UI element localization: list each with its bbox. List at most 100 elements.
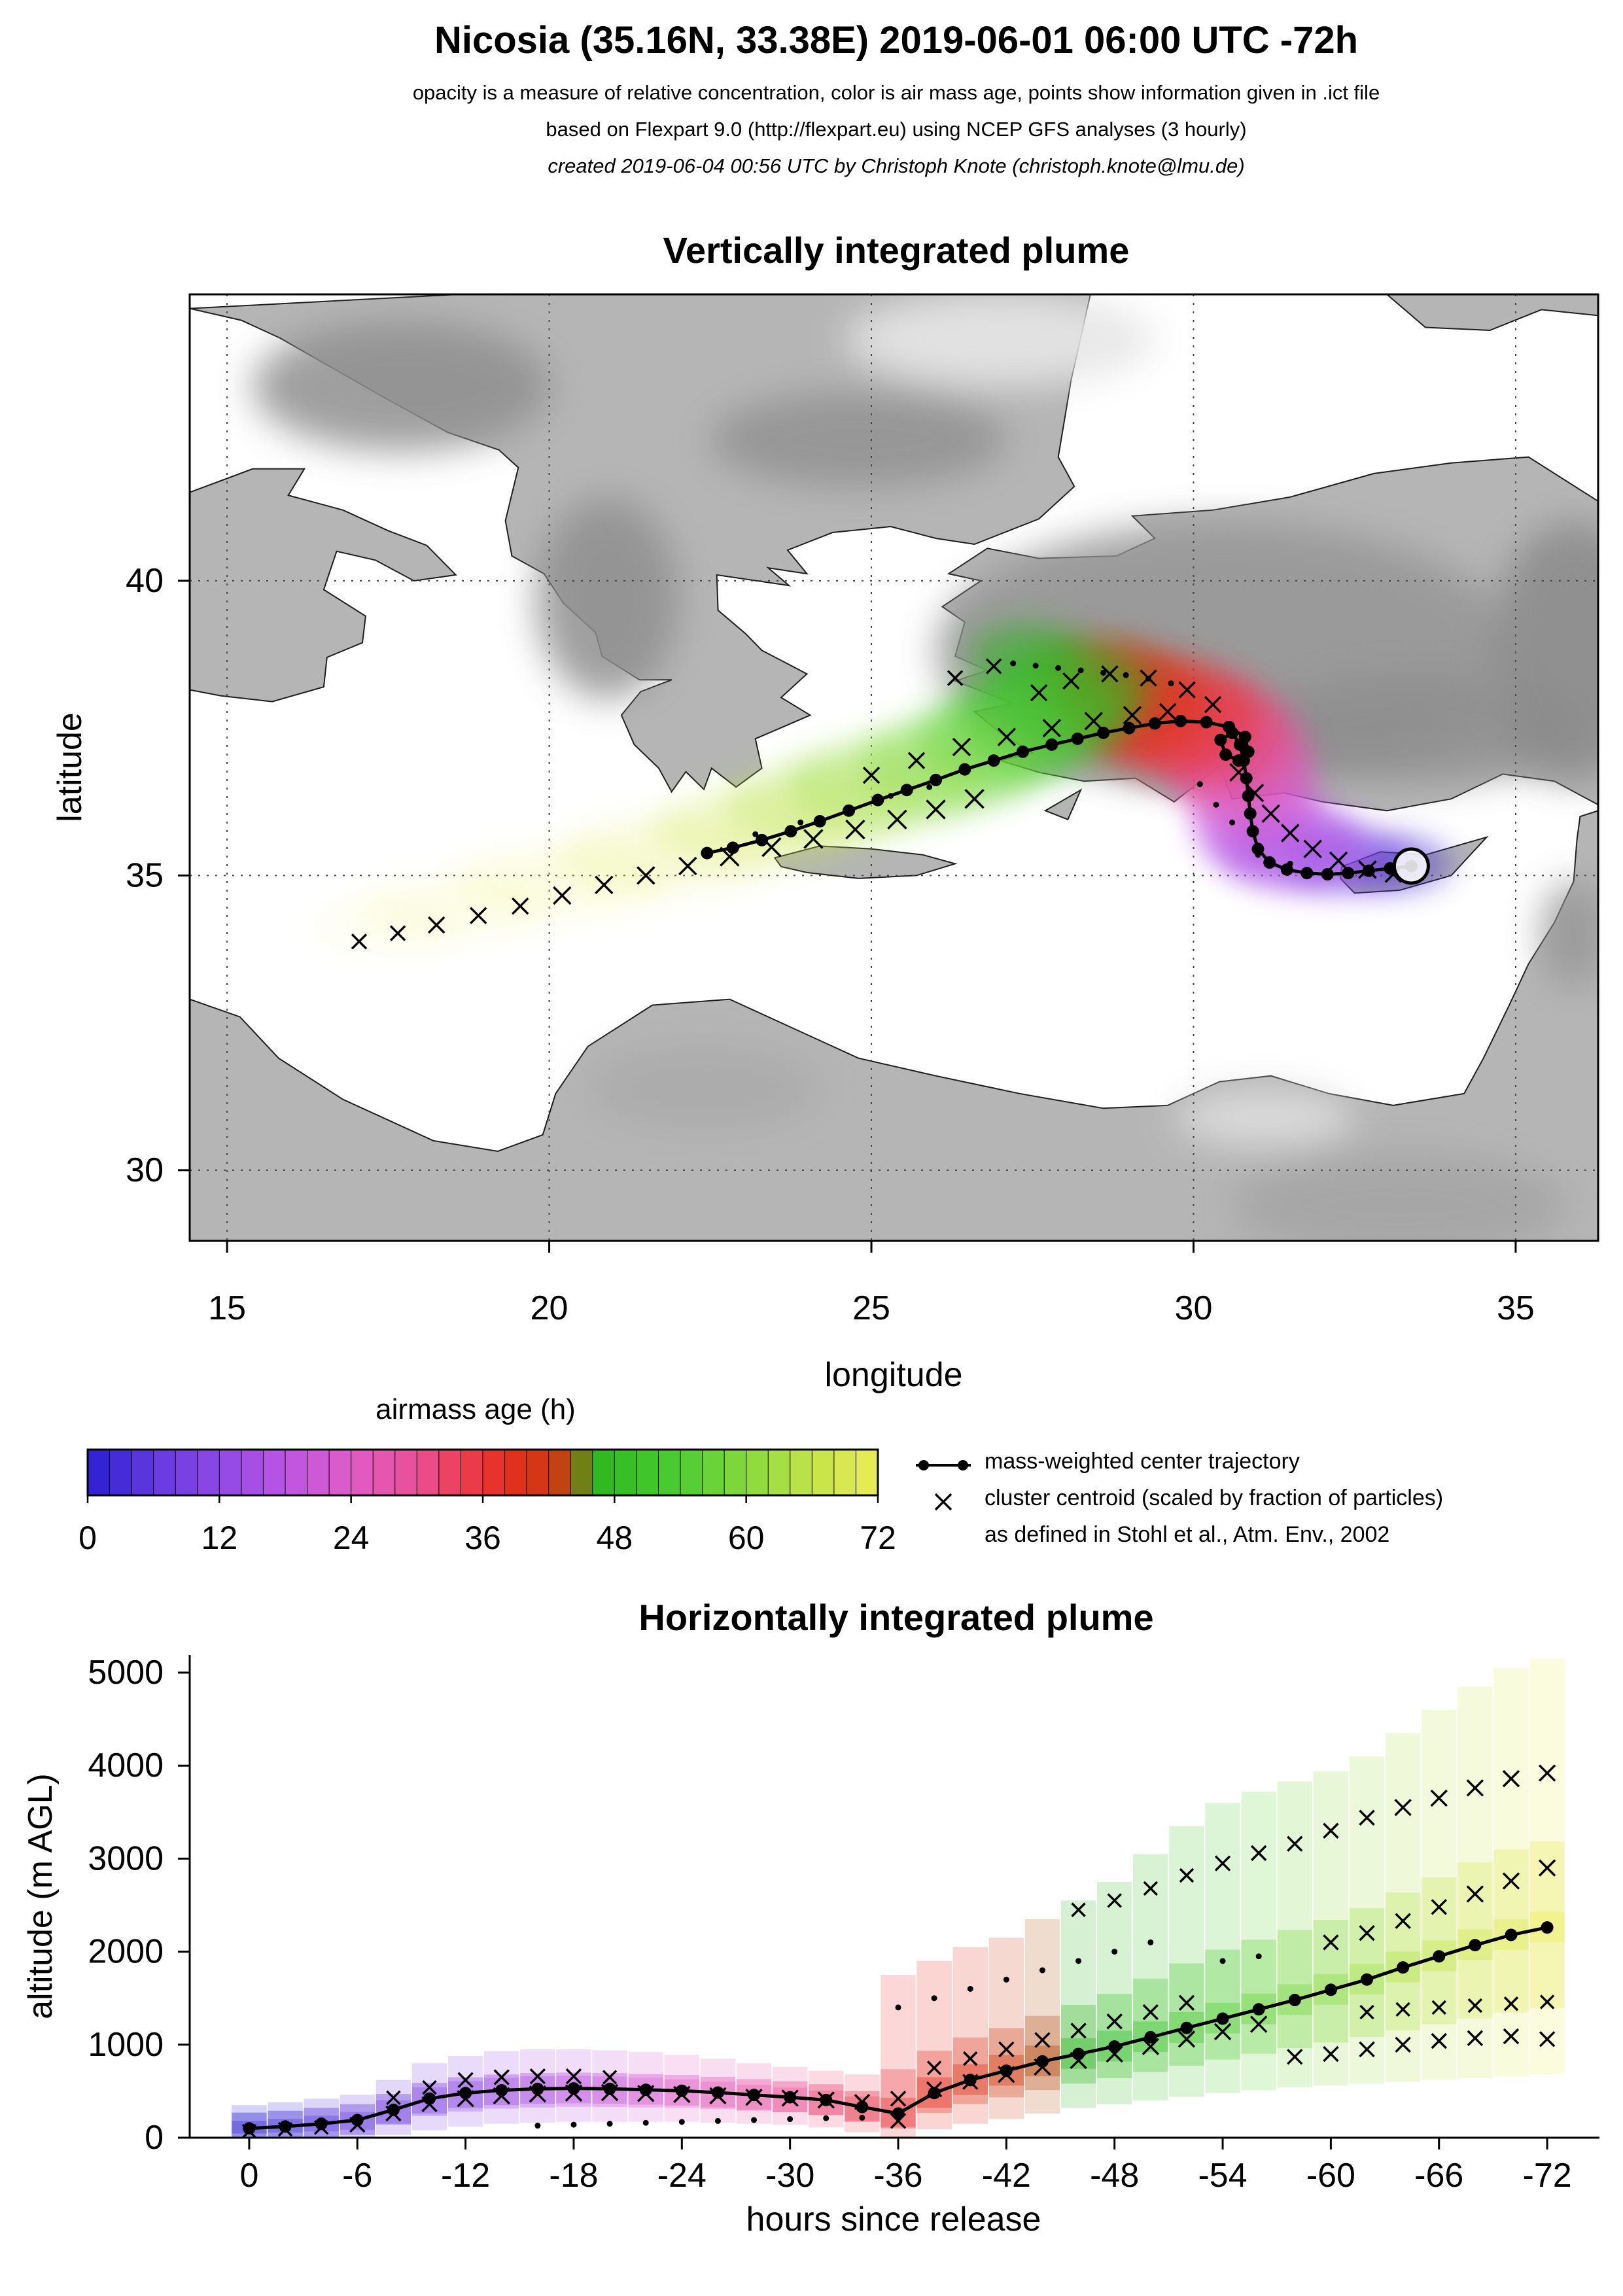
colorbar-cell bbox=[438, 1449, 462, 1496]
trajectory-point bbox=[748, 2089, 761, 2102]
profile-x-tick-label: 0 bbox=[239, 2157, 258, 2195]
trail-dot bbox=[1003, 1976, 1009, 1983]
cluster-centroid-marker bbox=[1466, 1779, 1484, 1797]
map-x-tick-label: 15 bbox=[208, 1289, 246, 1327]
cluster-centroid-marker bbox=[1431, 2000, 1446, 2015]
cluster-centroid-marker bbox=[1062, 672, 1080, 690]
trail-dot bbox=[1123, 672, 1129, 678]
trajectory-point bbox=[1144, 2030, 1157, 2044]
cluster-centroid-marker bbox=[1502, 1872, 1520, 1890]
trail-dot bbox=[1077, 667, 1084, 674]
cluster-centroid-marker bbox=[1101, 665, 1119, 683]
cluster-centroid-marker bbox=[602, 2070, 618, 2085]
trajectory-point bbox=[1541, 1921, 1554, 1934]
trail-dot bbox=[751, 2117, 758, 2123]
colorbar-tick-label: 36 bbox=[464, 1520, 501, 1556]
trajectory-point bbox=[756, 833, 769, 846]
cluster-centroid-marker bbox=[845, 819, 865, 840]
cluster-centroid-marker bbox=[887, 809, 907, 829]
trail-dot bbox=[967, 1985, 973, 1992]
colorbar-cell bbox=[724, 1449, 747, 1496]
colorbar-cell bbox=[372, 1449, 396, 1496]
colorbar-cell bbox=[680, 1449, 703, 1496]
colorbar-tick-label: 48 bbox=[597, 1520, 633, 1556]
plume-column bbox=[1241, 1792, 1276, 2091]
cluster-centroid-marker bbox=[1159, 703, 1177, 721]
plume-column bbox=[1457, 1686, 1493, 2078]
trajectory-point bbox=[1148, 717, 1161, 730]
trajectory-point bbox=[1300, 867, 1314, 880]
trajectory-point bbox=[1433, 1950, 1446, 1963]
trajectory-point bbox=[1238, 731, 1251, 744]
cluster-centroid-marker bbox=[862, 767, 881, 784]
colorbar-cell bbox=[109, 1449, 133, 1496]
trail-dot bbox=[714, 2117, 721, 2124]
cluster-centroid-marker bbox=[1204, 695, 1222, 714]
plume-column-mid bbox=[1313, 1919, 1349, 2043]
map-plot-title: Vertically integrated plume bbox=[663, 230, 1130, 271]
profile-x-tick-label: -48 bbox=[1090, 2157, 1139, 2195]
profile-plot-area bbox=[232, 1658, 1565, 2139]
cluster-centroid-marker bbox=[1466, 1885, 1484, 1903]
cluster-centroid-marker bbox=[1142, 2004, 1159, 2021]
cluster-centroid-marker bbox=[422, 2080, 437, 2095]
colorbar-cell bbox=[504, 1449, 528, 1496]
terrain-shading bbox=[587, 1046, 820, 1129]
trail-dot bbox=[1196, 781, 1203, 788]
cluster-centroid-marker bbox=[1071, 1902, 1086, 1917]
profile-y-tick-label: 3000 bbox=[88, 1839, 164, 1877]
plume-column bbox=[952, 1947, 988, 2124]
trajectory-point bbox=[784, 825, 797, 838]
colorbar-cell bbox=[218, 1449, 242, 1496]
trajectory-point bbox=[1242, 745, 1255, 758]
cluster-centroid-marker bbox=[1214, 1855, 1231, 1871]
cluster-centroid-marker bbox=[1539, 2031, 1556, 2047]
colorbar-cell bbox=[197, 1449, 220, 1496]
terrain-shading bbox=[1232, 1152, 1567, 1241]
cluster-centroid-marker bbox=[351, 933, 368, 950]
trajectory-point bbox=[1200, 716, 1213, 729]
plume-column bbox=[1169, 1826, 1204, 2097]
colorbar-cell bbox=[833, 1449, 857, 1496]
cluster-centroid-marker bbox=[512, 897, 529, 915]
cluster-centroid-marker bbox=[1261, 804, 1280, 823]
trajectory-point bbox=[1072, 2047, 1085, 2061]
cluster-centroid-marker bbox=[1329, 851, 1348, 871]
plume-blob bbox=[311, 899, 466, 952]
trajectory-point bbox=[1240, 772, 1253, 785]
cluster-centroid-marker bbox=[985, 658, 1002, 674]
trajectory-point bbox=[1242, 790, 1255, 803]
cluster-centroid-marker bbox=[1323, 2045, 1339, 2062]
cluster-centroid-marker bbox=[1467, 1998, 1483, 2013]
trajectory-point bbox=[1505, 1928, 1518, 1941]
trajectory-point bbox=[639, 2083, 652, 2096]
trajectory-point bbox=[1214, 733, 1227, 746]
cluster-centroid-marker bbox=[1250, 1845, 1267, 1862]
cluster-centroid-marker bbox=[1430, 1789, 1448, 1807]
trajectory-point bbox=[459, 2087, 472, 2100]
trail-dot bbox=[1010, 660, 1017, 667]
trail-dot bbox=[1111, 1949, 1118, 1955]
trail-dot bbox=[678, 2119, 685, 2125]
plume-column bbox=[1493, 1667, 1529, 2077]
colorbar-cell bbox=[746, 1449, 769, 1496]
colorbar-tick-label: 0 bbox=[79, 1520, 97, 1556]
colorbar-tick-label: 12 bbox=[201, 1520, 238, 1556]
trajectory-point bbox=[279, 2120, 292, 2133]
cluster-centroid-marker bbox=[964, 789, 985, 809]
cluster-centroid-marker bbox=[947, 670, 964, 686]
plume-column bbox=[1277, 1781, 1313, 2088]
map-x-tick-label: 35 bbox=[1497, 1289, 1535, 1327]
legend-line-dot bbox=[918, 1460, 929, 1470]
trajectory-point bbox=[387, 2103, 400, 2116]
trajectory-point bbox=[1321, 868, 1334, 881]
colorbar-cell bbox=[416, 1449, 440, 1496]
plume-column bbox=[1096, 1881, 1132, 2104]
plume-column-mid bbox=[1096, 1994, 1132, 2079]
trail-dot bbox=[570, 2121, 577, 2128]
trail-dot bbox=[1055, 665, 1062, 671]
land-italy bbox=[190, 468, 457, 703]
release-point-marker bbox=[1392, 847, 1430, 885]
plume-column bbox=[1024, 1919, 1060, 2114]
